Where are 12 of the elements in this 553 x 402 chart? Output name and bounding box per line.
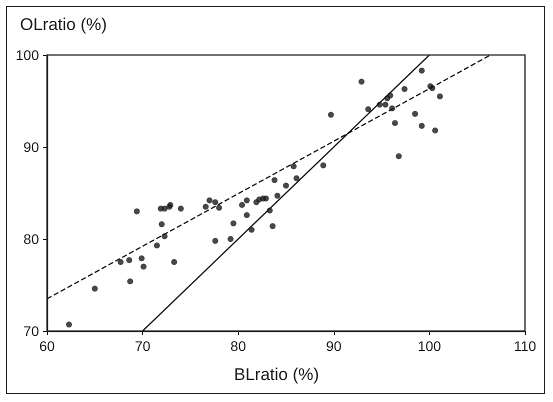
x-tick-label: 70 xyxy=(134,338,151,354)
x-tick-label: 90 xyxy=(326,338,342,354)
y-tick-label: 80 xyxy=(23,231,40,247)
y-tick-label: 90 xyxy=(23,139,40,155)
x-tick-label: 80 xyxy=(230,338,246,354)
x-tick-label: 60 xyxy=(39,338,55,354)
x-tick-label: 100 xyxy=(418,338,442,354)
x-axis-title: BLratio (%) xyxy=(234,365,320,384)
y-tick-label: 70 xyxy=(23,323,40,339)
y-axis-title: OLratio (%) xyxy=(20,15,107,34)
x-tick-label: 110 xyxy=(514,338,536,354)
y-tick-label: 100 xyxy=(16,47,40,63)
